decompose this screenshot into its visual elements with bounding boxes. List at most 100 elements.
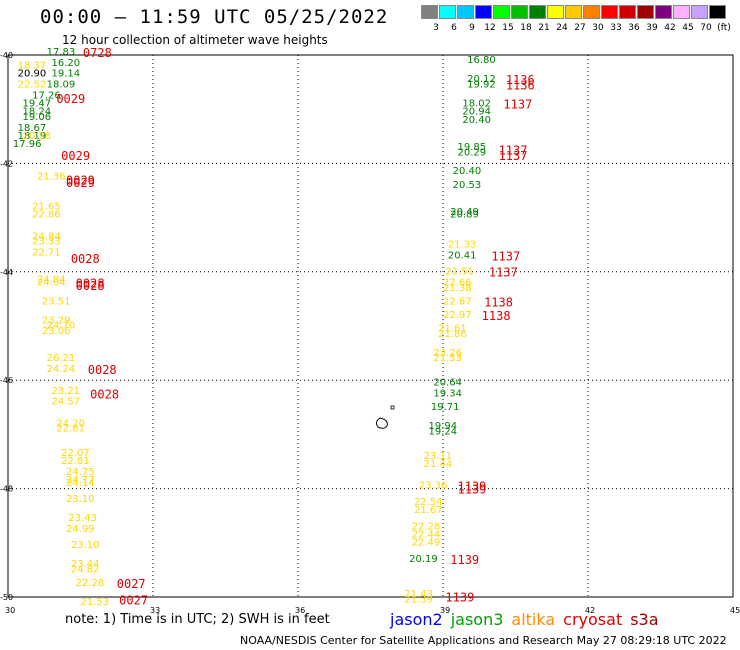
- latitude-tick-label: -44: [0, 268, 13, 277]
- swh-observation: 17.96: [13, 139, 42, 150]
- swh-observation: 26.21: [47, 353, 76, 364]
- swh-observation: 24.24: [47, 364, 76, 375]
- color-swatch: [547, 5, 564, 19]
- longitude-tick-label: 39: [440, 606, 450, 615]
- swh-observation: 19.06: [23, 112, 52, 123]
- swh-observation: 24.75: [66, 467, 95, 478]
- swh-observation: 22.67: [443, 296, 472, 307]
- swh-observation: 17.83: [47, 47, 76, 58]
- color-swatch: [583, 5, 600, 19]
- color-swatch: [691, 5, 708, 19]
- longitude-tick-label: 33: [150, 606, 160, 615]
- legend-entry-s3a: s3a: [630, 610, 659, 629]
- color-swatch: [511, 5, 528, 19]
- latitude-tick-label: -40: [0, 51, 13, 60]
- map-title: 00:00 – 11:59 UTC 05/25/2022: [40, 6, 389, 28]
- swh-observation: 20.90: [18, 69, 47, 80]
- latitude-tick-label: -48: [0, 485, 13, 494]
- pass-time-label: 1139: [458, 480, 487, 494]
- color-scale-label: 3: [433, 23, 439, 33]
- color-scale-label: 12: [484, 23, 496, 33]
- color-swatch: [565, 5, 582, 19]
- swh-observation: 24.99: [66, 524, 95, 535]
- pass-time-label: 0029: [61, 149, 90, 163]
- islet-outline: [390, 405, 395, 410]
- pass-time-label: 1137: [499, 144, 528, 158]
- pass-time-label: 1137: [503, 97, 532, 111]
- swh-observation: 18.67: [18, 123, 47, 134]
- color-swatch: [655, 5, 672, 19]
- swh-observation: 23.06: [42, 326, 71, 337]
- color-swatch: [601, 5, 618, 19]
- swh-observation: 24.84: [37, 275, 66, 286]
- color-swatch: [421, 5, 438, 19]
- swh-observation: 22.86: [32, 210, 61, 221]
- color-swatch: [439, 5, 456, 19]
- longitude-tick-label: 30: [5, 606, 15, 615]
- pass-time-label: 0029: [66, 176, 95, 190]
- pass-time-label: 1138: [484, 295, 513, 309]
- swh-observation: 23.10: [71, 540, 100, 551]
- color-scale-label: 18: [520, 23, 532, 33]
- color-scale-label: 24: [556, 23, 568, 33]
- color-scale-label: 42: [664, 23, 676, 33]
- credit-line: NOAA/NESDIS Center for Satellite Applica…: [240, 634, 727, 647]
- swh-observation: 21.36: [37, 172, 66, 183]
- swh-observation: 20.64: [433, 378, 462, 389]
- swh-observation: 23.10: [66, 494, 95, 505]
- swh-observation: 24.14: [66, 478, 95, 489]
- swh-observation: 22.97: [443, 310, 472, 321]
- color-scale-label: 33: [610, 23, 622, 33]
- map-subtitle: 12 hour collection of altimeter wave hei…: [62, 33, 328, 47]
- swh-observation: 16.20: [52, 58, 81, 69]
- swh-observation: 24.57: [52, 397, 81, 408]
- swh-observation: 19.47: [23, 98, 52, 109]
- swh-observation: 20.12: [467, 74, 496, 85]
- latitude-tick-label: -50: [0, 593, 13, 602]
- swh-observation: 20.19: [409, 554, 438, 565]
- swh-observation: 19.24: [429, 426, 458, 437]
- pass-time-label: 1136: [506, 79, 535, 93]
- swh-observation: 24.77: [66, 475, 95, 486]
- pass-time-label: 1137: [499, 149, 528, 163]
- swh-observation: 23.21: [52, 386, 81, 397]
- swh-observation: 21.44: [424, 459, 453, 470]
- color-swatch: [709, 5, 726, 19]
- pass-time-label: 0028: [71, 252, 100, 266]
- swh-observation: 19.71: [431, 402, 460, 413]
- color-scale-label: 45: [682, 23, 694, 33]
- swh-observation: 21.53: [433, 353, 462, 364]
- color-scale-label: 21: [538, 23, 550, 33]
- swh-observation: 22.71: [32, 248, 61, 259]
- color-scale-label: 6: [451, 23, 457, 33]
- pass-time-label: 0028: [90, 387, 119, 401]
- legend-entry-altika: altika: [511, 610, 556, 629]
- swh-observation: 19.94: [429, 421, 458, 432]
- swh-observation: 20.89: [450, 210, 479, 221]
- swh-observation: 21.33: [448, 239, 477, 250]
- units-note: note: 1) Time is in UTC; 2) SWH is in fe…: [65, 612, 330, 627]
- color-scale-label: 9: [469, 23, 475, 33]
- swh-observation: 20.49: [450, 207, 479, 218]
- swh-observation: 21.65: [32, 201, 61, 212]
- swh-observation: 18.19: [18, 131, 47, 142]
- swh-observation: 24.84: [32, 231, 61, 242]
- swh-observation: 20.28: [23, 131, 52, 142]
- swh-observation: 24.20: [56, 418, 85, 429]
- swh-observation: 19.14: [52, 69, 81, 80]
- color-swatch: [493, 5, 510, 19]
- swh-observation: 23.43: [68, 513, 97, 524]
- swh-observation: 22.81: [61, 456, 90, 467]
- swh-observation: 23.44: [71, 559, 100, 570]
- swh-observation: 24.04: [37, 277, 66, 288]
- color-scale-label: 27: [574, 23, 586, 33]
- swh-observation: 21.86: [438, 329, 467, 340]
- swh-observation: 21.51: [445, 267, 474, 278]
- swh-observation: 23.36: [419, 481, 448, 492]
- swh-observation: 23.51: [42, 296, 71, 307]
- color-scale-label: 39: [646, 23, 658, 33]
- swh-observation: 22.54: [414, 497, 443, 508]
- color-scale-label: (ft): [717, 23, 731, 33]
- swh-observation: 23.29: [42, 315, 71, 326]
- swh-observation: 16.80: [467, 55, 496, 66]
